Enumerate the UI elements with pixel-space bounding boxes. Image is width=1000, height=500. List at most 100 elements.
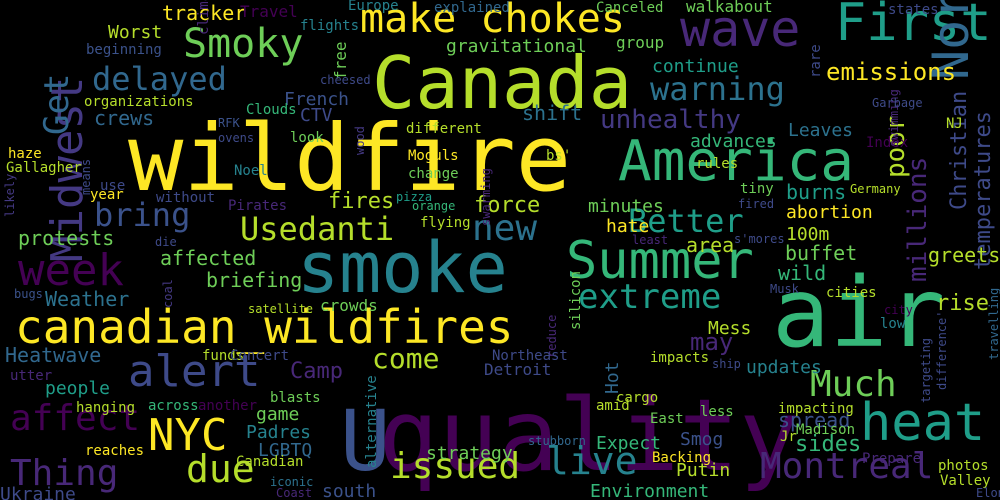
word-reduce: reduce [545, 315, 559, 358]
word-environment: Environment [590, 481, 709, 500]
word-updates: updates [746, 357, 822, 378]
word-summer: Summer [566, 231, 754, 291]
word-amid: amid [596, 398, 630, 414]
word-index: Index [866, 135, 908, 151]
word-warning: warning [650, 70, 785, 108]
word-week: week [18, 245, 124, 296]
word-photos: photos [938, 458, 989, 474]
word-alert: alert [128, 346, 260, 397]
word-heat: heat [860, 393, 985, 453]
word-musk: Musk [770, 282, 800, 296]
word-advances: advances [690, 131, 777, 152]
word-live: live [546, 439, 638, 483]
word-come: come [372, 342, 439, 375]
word-due: due [186, 447, 255, 491]
word-nj: NJ [946, 116, 963, 132]
word-cities: cities [826, 285, 877, 301]
word-smoky: Smoky [183, 21, 303, 67]
word-valley: Valley [940, 473, 991, 489]
word-germany: Germany [850, 182, 901, 196]
word-heatwave: Heatwave [5, 343, 101, 367]
word-make-chokes: make chokes [360, 0, 625, 42]
word-impacting: impacting [778, 401, 854, 417]
word-tracker: tracker [162, 1, 246, 25]
word-canadian-wildfires: canadian_wildfires [15, 300, 514, 354]
word-change: change [408, 166, 459, 182]
word-difference: difference' [935, 311, 949, 390]
word-flights: flights [300, 18, 359, 34]
word-swimming: swimming [887, 89, 901, 147]
word-elon: Elon [976, 486, 1000, 500]
word-noel: Noel [234, 163, 268, 179]
word-weather: Weather [45, 287, 129, 311]
word-south: south [322, 481, 376, 500]
word-emissions: emissions [826, 58, 956, 86]
word-fired: fired [738, 197, 774, 211]
word-explained: explained [434, 0, 510, 16]
word-smoke: smoke [297, 227, 508, 309]
word-travel: Travel [240, 2, 298, 21]
word-stubborn: stubborn [528, 434, 586, 448]
word-means: means [79, 159, 93, 195]
word-game: game [256, 404, 299, 425]
word-look: look [290, 130, 324, 146]
word-coast: Coast [276, 486, 312, 500]
word-rfk: RFK [218, 116, 240, 130]
word-rules: rules [696, 156, 738, 172]
word-group: group [616, 33, 664, 52]
word-bs: bs' [546, 148, 571, 164]
word-abortion: abortion [786, 202, 873, 223]
word-briefing: briefing [206, 268, 302, 292]
word-camp: Camp [290, 359, 343, 384]
word-expect: Expect [596, 433, 661, 454]
word-america: America [618, 129, 854, 194]
word-extreme: extreme [578, 277, 721, 317]
word-pizza: pizza [396, 190, 432, 204]
word-detroit: Detroit [484, 360, 551, 379]
word-swarming: swarming [479, 168, 493, 226]
word-north: North [922, 0, 980, 80]
word-worst: Worst [108, 22, 162, 43]
word-coal: coal [161, 279, 175, 308]
word-better: Better [628, 202, 744, 240]
word-buffet: buffet [785, 241, 857, 265]
word-impacts: impacts [650, 350, 709, 366]
word-100m: 100m [786, 224, 829, 245]
word-wave: wave [680, 0, 800, 58]
word-across: across [148, 398, 199, 414]
word-walkabout: walkabout [686, 0, 773, 16]
word-jr: Jr [780, 429, 797, 445]
word-people: people [45, 378, 110, 399]
word-use: use [100, 178, 125, 194]
word-free: free [331, 41, 350, 80]
word-poor: poor [881, 115, 911, 178]
word-satellite: satellite [248, 302, 313, 316]
word-orange: orange [412, 199, 455, 213]
word-delayed: delayed [92, 60, 227, 98]
word-temperatures: temperatures [971, 111, 996, 270]
word-hanging: hanging [76, 400, 135, 416]
word-pirates: Pirates [228, 198, 287, 214]
word-u: U [340, 392, 391, 490]
word-likely: likely [3, 174, 17, 217]
word-funds: funds [202, 348, 244, 364]
word-air: air [772, 257, 945, 369]
word-s-mores: s'mores [734, 232, 785, 246]
word-backing: Backing [652, 450, 711, 466]
word-ctv: CTV [300, 105, 333, 126]
word-northeast: Northeast [492, 348, 568, 364]
word-organizations: organizations [84, 94, 194, 110]
word-rare: rare [808, 44, 824, 78]
word-crews: crews [94, 106, 154, 130]
word-bugs: bugs [14, 287, 43, 301]
word-without: without [156, 190, 215, 206]
word-madison: Madison [796, 422, 855, 438]
word-concert: Concert [230, 348, 289, 364]
word-mess: Mess [708, 318, 751, 339]
word-thing: Thing [10, 453, 118, 494]
word-strategy: strategy [426, 443, 513, 464]
word-reaches: reaches [85, 443, 144, 459]
word-shift: shift [522, 101, 582, 125]
word-targeting: targeting [919, 338, 933, 403]
